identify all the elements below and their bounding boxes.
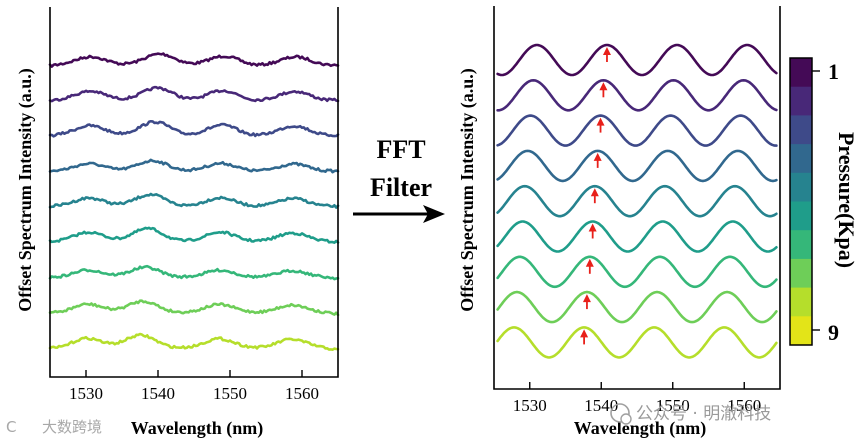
filtered-spectrum-series-7	[496, 255, 778, 289]
wechat-icon	[610, 403, 630, 423]
right-plot-frame	[493, 6, 781, 390]
raw-spectrum-series-1	[48, 52, 340, 68]
arrow-head	[423, 205, 445, 223]
colorbar-block-7	[790, 230, 812, 260]
colorbar-block-8	[790, 258, 812, 289]
raw-spectra-traces	[48, 52, 340, 351]
colorbar-block-1	[790, 58, 812, 88]
left-x-tick-label-1550: 1550	[213, 384, 247, 403]
left-x-tick-label-1560: 1560	[285, 384, 319, 403]
watermark-left: C 大数跨境	[6, 418, 102, 436]
peak-arrow-head-8	[582, 294, 591, 303]
colorbar-block-2	[790, 86, 812, 116]
colorbar-block-4	[790, 144, 812, 174]
peak-arrow-head-2	[599, 82, 608, 91]
colorbar-frame	[789, 57, 813, 346]
raw-spectrum-series-5	[48, 192, 340, 209]
filtered-spectrum-series-6	[496, 220, 778, 253]
peak-arrow-head-1	[602, 47, 611, 55]
left-plot-frame	[49, 7, 339, 378]
raw-spectrum-series-6	[48, 226, 340, 244]
filtered-spectrum-series-8	[496, 290, 778, 324]
raw-spectrum-series-8	[48, 299, 340, 317]
left-x-tick-label-1530: 1530	[69, 384, 103, 403]
colorbar-min-label: 1	[828, 59, 839, 84]
peak-arrow-head-3	[596, 117, 605, 126]
pressure-colorbar: 1 9 Pressure(Kpa)	[789, 57, 859, 346]
colorbar-block-6	[790, 201, 812, 231]
peak-arrow-head-9	[580, 329, 589, 338]
fft-label: FFT	[376, 135, 425, 164]
filter-label: Filter	[370, 173, 432, 202]
fft-filter-annotation: FFT Filter	[353, 135, 445, 223]
raw-spectrum-series-7	[48, 264, 340, 281]
colorbar-blocks	[790, 58, 812, 346]
right-x-tick-label-1560: 1560	[727, 396, 761, 415]
watermark-right-text: 公众号 · 明澈科技	[636, 404, 771, 424]
right-x-tick-label-1550: 1550	[656, 396, 690, 415]
colorbar-max-label: 9	[828, 320, 839, 345]
filtered-spectra-traces	[496, 43, 778, 359]
left-y-axis-title: Offset Spectrum Intensity (a.u.)	[15, 68, 36, 311]
colorbar-block-3	[790, 115, 812, 145]
peak-arrow-head-7	[585, 258, 594, 267]
peak-arrow-head-4	[593, 152, 602, 161]
colorbar-block-5	[790, 172, 812, 202]
right-y-axis-title: Offset Spectrum Intensity (a.u.)	[457, 68, 478, 311]
filtered-spectrum-series-9	[496, 326, 778, 359]
raw-spectra-panel: 1530 1540 1550 1560 Wavelength (nm) Offset …	[15, 7, 340, 439]
right-x-tick-label-1530: 1530	[513, 396, 547, 415]
colorbar-block-9	[790, 287, 812, 317]
colorbar-block-10	[790, 316, 812, 346]
peak-arrow-head-5	[590, 188, 599, 197]
right-x-ticks: 1530 1540 1550 1560	[513, 382, 761, 415]
filtered-spectrum-series-3	[496, 114, 778, 147]
filtered-spectrum-series-1	[496, 43, 778, 77]
watermark-right: 公众号 · 明澈科技	[610, 403, 771, 425]
filtered-spectra-panel: 1530 1540 1550 1560 Wavelength (nm) Offset …	[457, 6, 781, 439]
raw-spectrum-series-4	[48, 158, 340, 174]
raw-spectrum-series-3	[48, 120, 340, 138]
filtered-spectrum-series-2	[496, 79, 778, 112]
left-x-axis-title: Wavelength (nm)	[131, 418, 264, 439]
left-x-tick-label-1540: 1540	[141, 384, 175, 403]
watermark-left-text: 大数跨境	[42, 418, 102, 436]
right-x-tick-label-1540: 1540	[584, 396, 618, 415]
peak-arrow-head-6	[588, 223, 597, 232]
filtered-spectrum-series-5	[496, 184, 778, 218]
filtered-spectrum-series-4	[496, 149, 778, 183]
right-x-axis-title: Wavelength (nm)	[574, 418, 707, 439]
left-x-ticks: 1530 1540 1550 1560	[69, 370, 319, 403]
wechat-icon-dot	[620, 413, 632, 425]
raw-spectrum-series-2	[48, 85, 340, 103]
colorbar-title: Pressure(Kpa)	[834, 132, 859, 268]
peak-shift-arrows	[580, 47, 611, 345]
raw-spectrum-series-9	[48, 332, 340, 351]
watermark-left-logo: C	[6, 418, 16, 436]
